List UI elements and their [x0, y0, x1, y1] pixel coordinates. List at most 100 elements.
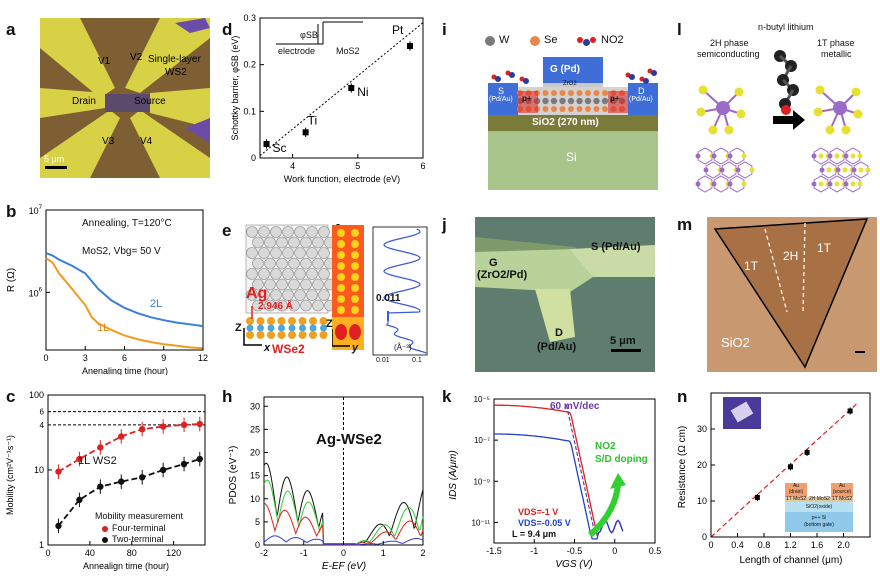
w-atom [593, 97, 600, 105]
data-point [180, 421, 188, 429]
y-axis-label: Schottky barrier, φSB (eV) [230, 36, 240, 141]
ag-atom [318, 247, 330, 259]
legend-length: L = 9.4 μm [512, 529, 557, 539]
x-tick-label: 3 [83, 353, 88, 363]
label-single-layer: Single-layer [148, 54, 201, 65]
w-atom [601, 97, 609, 105]
x-tick-label: -1.5 [486, 546, 502, 556]
ag-atom [252, 257, 264, 270]
x-tick-label: 1 [381, 548, 386, 558]
fit-curve [58, 423, 200, 473]
mo-atom [719, 167, 725, 173]
mo-atom [827, 181, 833, 187]
density-blob [349, 324, 361, 340]
phase-transition-diagram [695, 50, 871, 193]
molecule-no2-icon [577, 37, 597, 46]
atom-w-icon [485, 36, 495, 46]
panel-f: f Z y [326, 215, 370, 375]
label-sio2: SiO2 [721, 335, 750, 350]
panel-letter: e [222, 221, 232, 240]
se-atom [246, 317, 254, 325]
point-label: Ti [308, 113, 318, 127]
ag-atom [264, 257, 276, 270]
atom-se-icon [530, 36, 540, 46]
ag-atom [246, 268, 258, 280]
panel-g: g 0.011 (Å⁻³) 0.01 0.1 [370, 215, 430, 375]
s-atom [736, 109, 746, 119]
ag-atom [252, 299, 264, 312]
ag-atom [264, 236, 276, 249]
axis-y: y [352, 342, 359, 354]
chart-b-resistance: 107 106 0 3 6 9 12 Anenaling time (hour) R (Ω) [6, 205, 208, 375]
label-d-metal: (Pd/Au) [537, 341, 577, 353]
se-atom [298, 331, 307, 339]
s-atom [853, 109, 863, 119]
data-point [118, 478, 125, 485]
y-tick-label: 0 [255, 540, 260, 550]
panel-letter: d [222, 20, 233, 39]
ag-atom [258, 226, 270, 238]
s-atom [850, 153, 856, 159]
y-tick-label: 25 [250, 424, 260, 434]
hex-cell [813, 175, 829, 193]
label-g-metal: (ZrO2/Pd) [477, 269, 528, 281]
density-blob [351, 251, 359, 259]
label-gate: G (Pd) [550, 64, 580, 75]
x-tick-label: 1.2 [784, 540, 797, 550]
planar-averaged-density [372, 226, 428, 356]
se-atom [277, 317, 286, 325]
label-wse2: WSe2 [272, 342, 305, 356]
data-point [76, 496, 83, 504]
channel-layer: 1T MoS2 2H MoS2 1T MoS2 [785, 496, 853, 502]
label-p-left: p+ [522, 94, 532, 103]
device-image [40, 18, 210, 178]
ag-atom [282, 247, 294, 259]
mo-atom [811, 181, 817, 187]
inset-photo [723, 397, 761, 429]
inset-electrode: electrode [278, 46, 316, 56]
scale-bar-label: 5 μm [610, 335, 636, 347]
x-tick-label: 2 [420, 548, 425, 558]
atomic-structure-ag-wse2 [243, 224, 335, 346]
w-atom [550, 97, 558, 105]
panel-letter: j [442, 215, 447, 234]
panel-e: e Ag 2.946 Å WSe2 Z x [218, 215, 335, 375]
ag-atom [276, 299, 288, 312]
contact-source: Au (source) [831, 483, 853, 497]
scale-bar-label: 5 μm [44, 154, 65, 164]
ag-atom [282, 289, 294, 301]
hex-cell [713, 147, 729, 165]
axis-z: Z [235, 322, 242, 334]
ag-atom [270, 289, 282, 301]
se-atom [288, 331, 296, 339]
density-blob [351, 229, 359, 237]
y-tick-label: 106 [29, 287, 43, 298]
x-tick-label: -0.5 [567, 546, 583, 556]
density-blob [335, 324, 347, 340]
annotation-annealing: Annealing, T=120°C [82, 218, 172, 229]
s-atom [841, 125, 851, 135]
s-atom [741, 153, 747, 159]
data-point [76, 455, 83, 463]
panel-letter: b [6, 202, 17, 221]
mo-atom [843, 153, 849, 159]
legend-w: W [499, 34, 510, 46]
label-2h: 2H [783, 249, 799, 263]
x-axis-label: Anenaling time (hour) [82, 366, 168, 375]
y-tick-label: 0.2 [243, 60, 256, 70]
point-label: Ni [357, 85, 368, 99]
s-atom [834, 153, 840, 159]
label-slope: 60 mV/dec [550, 401, 600, 412]
no2-n [643, 78, 649, 84]
ag-atom [282, 226, 294, 238]
data-point [196, 455, 203, 463]
data-point [804, 449, 810, 455]
fit-curve [57, 458, 201, 527]
w-atom [309, 324, 317, 332]
label-d-metal: (Pd/Au) [629, 96, 653, 103]
ag-atom [294, 268, 306, 280]
x-tick-label: 80 [127, 548, 137, 558]
mo-atom [735, 167, 741, 173]
tick-01: 0.1 [412, 357, 422, 364]
legend-1l: 1L [97, 322, 110, 334]
